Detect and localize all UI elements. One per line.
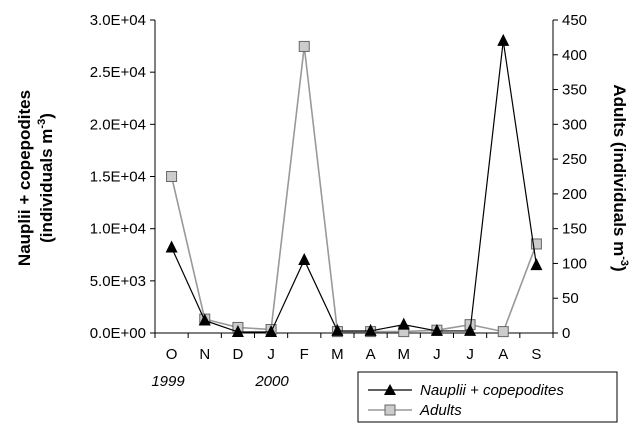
data-point-nauplii <box>364 323 377 336</box>
x-tick-label: M <box>331 346 344 363</box>
x-tick-label: D <box>232 346 243 363</box>
left-tick-label: 2.5E+04 <box>90 64 146 81</box>
x-tick-label: J <box>267 346 275 363</box>
right-tick-label: 450 <box>562 12 587 29</box>
legend: Nauplii + copepodites Adults <box>357 371 618 423</box>
data-point-nauplii <box>430 323 443 336</box>
x-tick-label: A <box>366 346 376 363</box>
year-label-2000: 2000 <box>254 373 289 390</box>
series-adults <box>166 40 542 338</box>
legend-label-adults: Adults <box>419 402 462 419</box>
right-tick-label: 200 <box>562 186 587 203</box>
data-point-nauplii <box>397 317 410 330</box>
left-tick-label: 5.0E+03 <box>90 273 146 290</box>
data-point-nauplii <box>464 323 477 336</box>
right-tick-label: 250 <box>562 151 587 168</box>
right-tick-label: 50 <box>562 290 579 307</box>
data-point-nauplii <box>165 240 178 253</box>
data-point-adults <box>530 238 542 250</box>
right-axis-title-text: Adults (individuals m-3) <box>610 84 630 271</box>
data-point-nauplii <box>530 258 543 271</box>
x-tick-label: J <box>433 346 441 363</box>
left-axis-title-main: Nauplii + copepodites <box>15 90 34 266</box>
data-point-adults <box>298 40 310 52</box>
series-line-adults <box>170 46 538 333</box>
right-axis-ticks: 0 50 100 150 200 250 300 350 400 450 <box>553 12 587 342</box>
legend-marker-adults <box>384 404 396 416</box>
right-tick-label: 0 <box>562 325 570 342</box>
data-point-adults <box>497 326 509 338</box>
series-line-nauplii <box>171 40 538 333</box>
left-axis-title-unit: (individuals m-3) <box>36 113 56 243</box>
x-tick-label: N <box>199 346 210 363</box>
right-tick-label: 150 <box>562 221 587 238</box>
data-point-nauplii <box>231 324 244 337</box>
chart-axes <box>154 20 554 334</box>
left-tick-label: 1.5E+04 <box>90 169 146 186</box>
series-nauplii <box>165 33 543 337</box>
x-tick-label: O <box>166 346 178 363</box>
left-tick-label: 1.0E+04 <box>90 221 146 238</box>
data-point-nauplii <box>265 324 278 337</box>
right-tick-label: 300 <box>562 116 587 133</box>
data-point-nauplii <box>298 252 311 265</box>
right-tick-label: 350 <box>562 82 587 99</box>
x-tick-label: J <box>466 346 474 363</box>
legend-marker-nauplii <box>384 384 396 395</box>
x-tick-label: F <box>300 346 309 363</box>
x-tick-label: S <box>531 346 541 363</box>
left-axis-ticks: 0.0E+00 5.0E+03 1.0E+04 1.5E+04 2.0E+04 2.5E+… <box>90 12 155 342</box>
right-tick-label: 400 <box>562 47 587 64</box>
left-tick-label: 3.0E+04 <box>90 12 146 29</box>
x-tick-label: M <box>398 346 411 363</box>
data-point-adults <box>166 171 178 182</box>
right-axis-title: Adults (individuals m-3) <box>610 84 630 271</box>
data-point-nauplii <box>198 313 211 326</box>
left-axis-title: Nauplii + copepodites (individuals m-3) <box>15 90 56 266</box>
data-point-nauplii <box>497 33 510 46</box>
legend-label-nauplii: Nauplii + copepodites <box>420 382 564 399</box>
x-tick-label: A <box>498 346 508 363</box>
left-tick-label: 0.0E+00 <box>90 325 146 342</box>
year-label-1999: 1999 <box>151 373 185 390</box>
right-tick-label: 100 <box>562 255 587 272</box>
data-point-nauplii <box>331 323 344 336</box>
left-tick-label: 2.0E+04 <box>90 116 146 133</box>
legend-box <box>357 371 618 423</box>
